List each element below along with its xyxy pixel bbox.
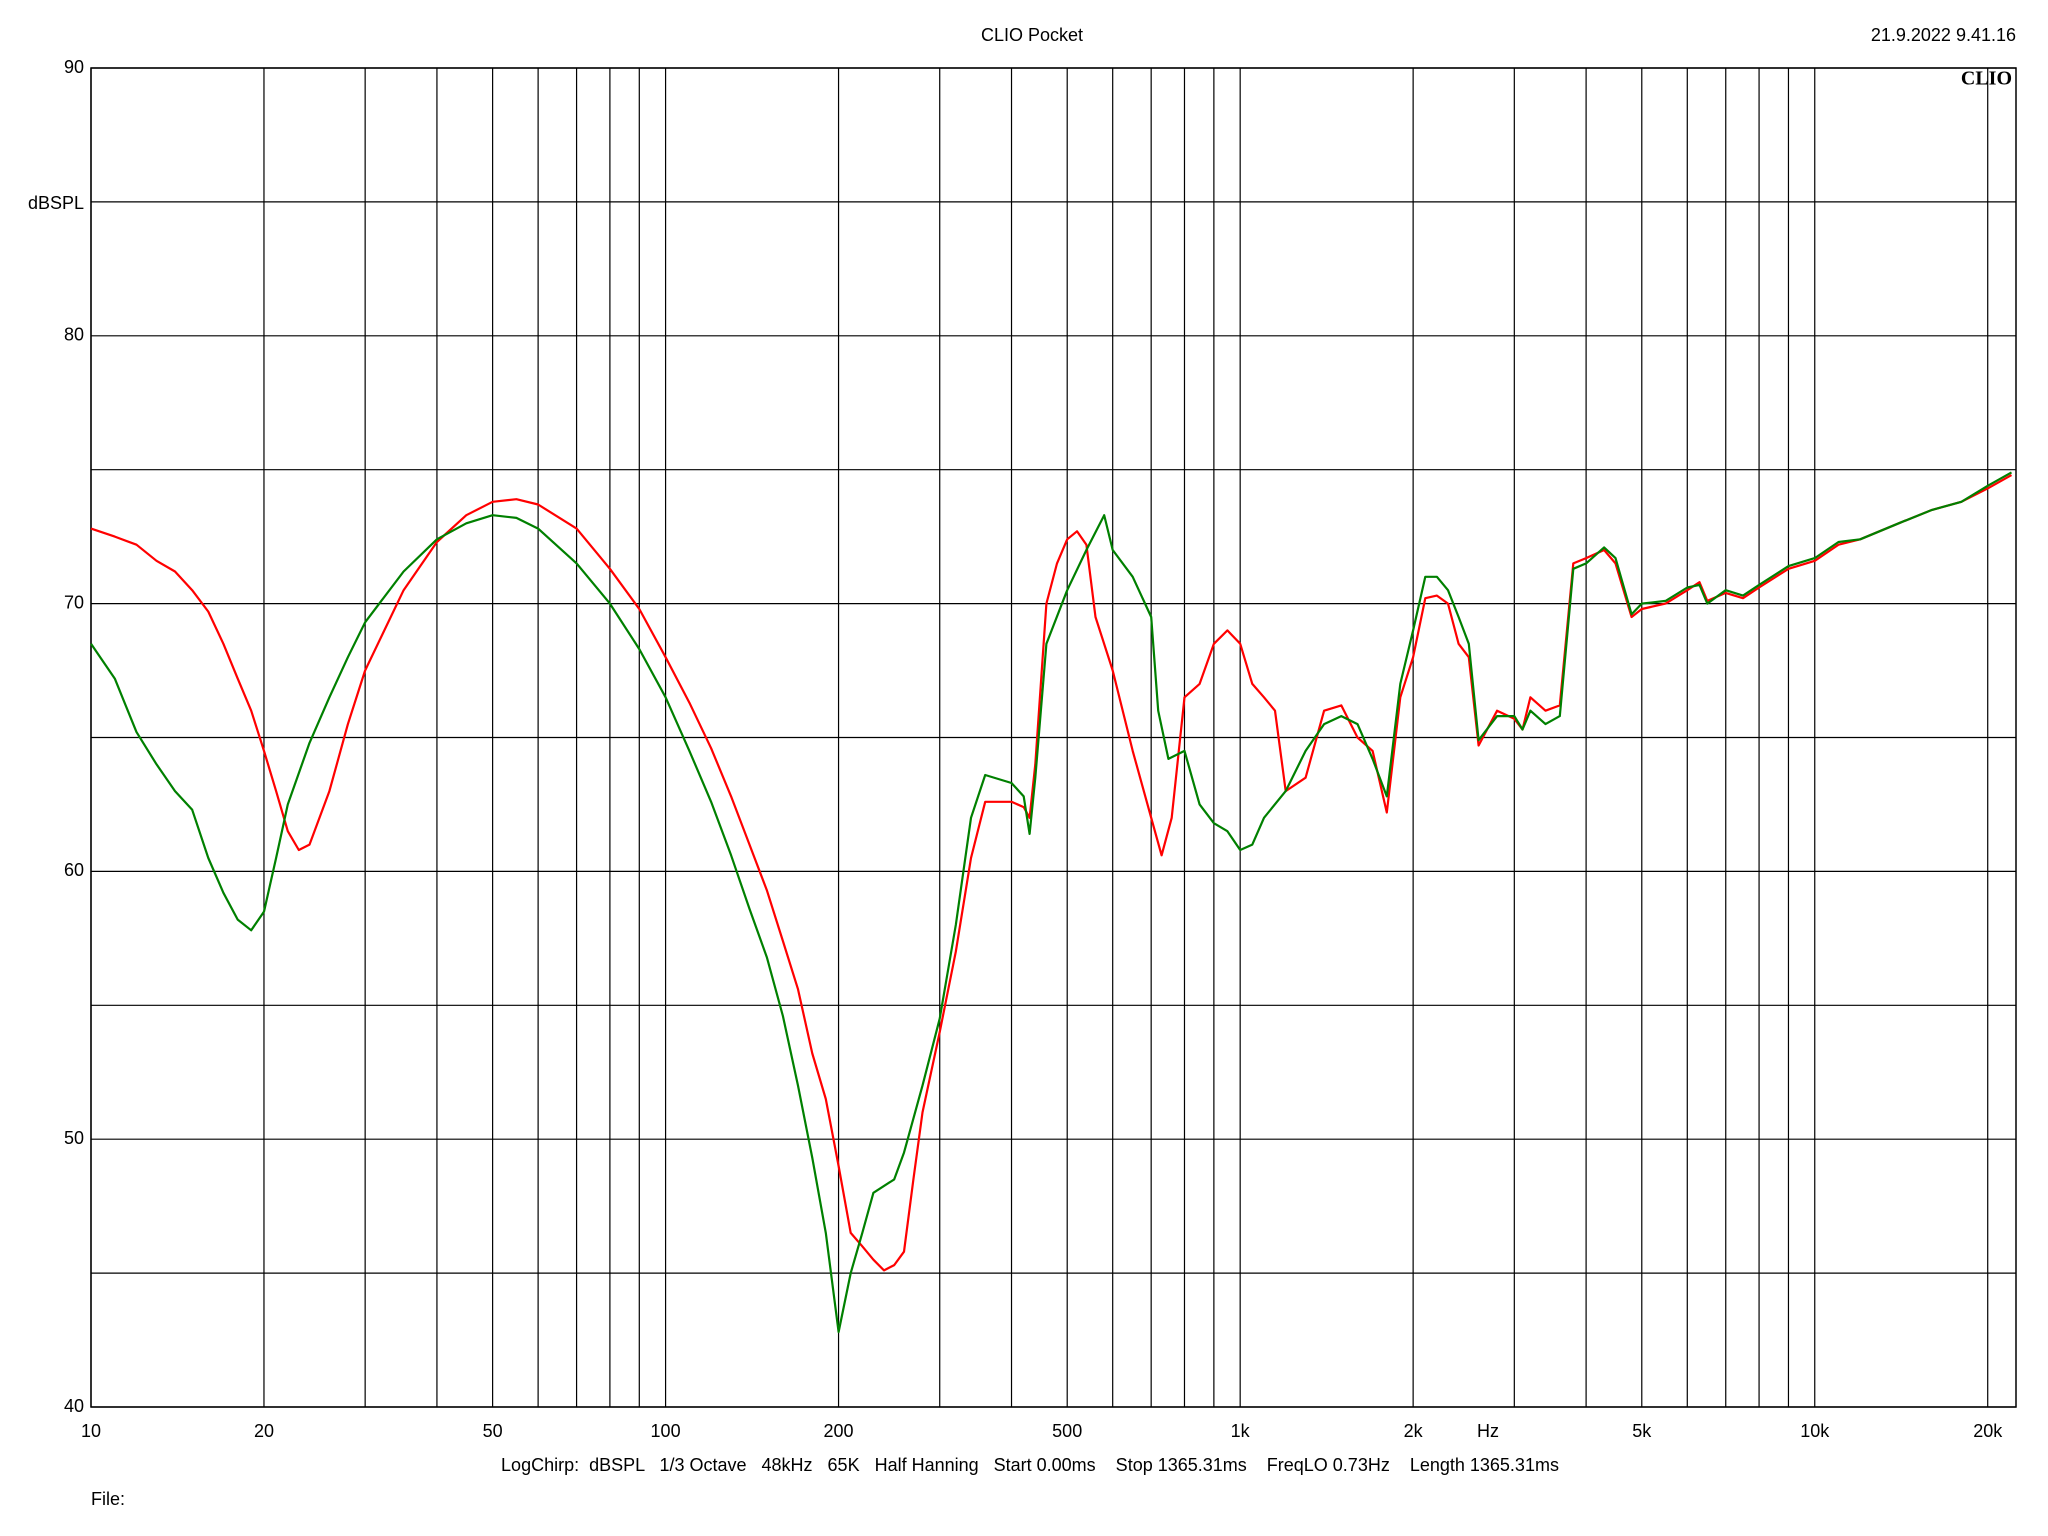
y-tick-label: 80 [64,325,84,345]
x-tick-label: 200 [824,1421,854,1441]
footer: LogChirp: dBSPL 1/3 Octave 48kHz 65K Hal… [501,1455,1559,1475]
file-label: File: [91,1489,125,1509]
x-tick-label: 20k [1973,1421,2003,1441]
x-axis-label: Hz [1477,1421,1499,1441]
logo: CLIO [1961,68,2012,90]
x-tick-label: 20 [254,1421,274,1441]
y-tick-label: 50 [64,1128,84,1148]
y-axis-label: dBSPL [28,193,84,213]
series-line [90,471,2013,1334]
x-tick-label: 5k [1632,1421,1652,1441]
chart-title: CLIO Pocket [981,25,1083,45]
series-line [90,474,2013,1272]
x-tick-label: 2k [1404,1421,1424,1441]
y-tick-label: 40 [64,1396,84,1416]
y-tick-label: 90 [64,57,84,77]
x-tick-label: 100 [651,1421,681,1441]
y-tick-label: 60 [64,860,84,880]
plot-frame [90,67,2017,1408]
x-tick-label: 500 [1052,1421,1082,1441]
timestamp: 21.9.2022 9.41.16 [1871,25,2016,45]
y-tick-label: 70 [64,592,84,612]
x-tick-label: 1k [1231,1421,1251,1441]
x-tick-label: 50 [483,1421,503,1441]
x-tick-label: 10k [1800,1421,1830,1441]
x-tick-label: 10 [81,1421,101,1441]
